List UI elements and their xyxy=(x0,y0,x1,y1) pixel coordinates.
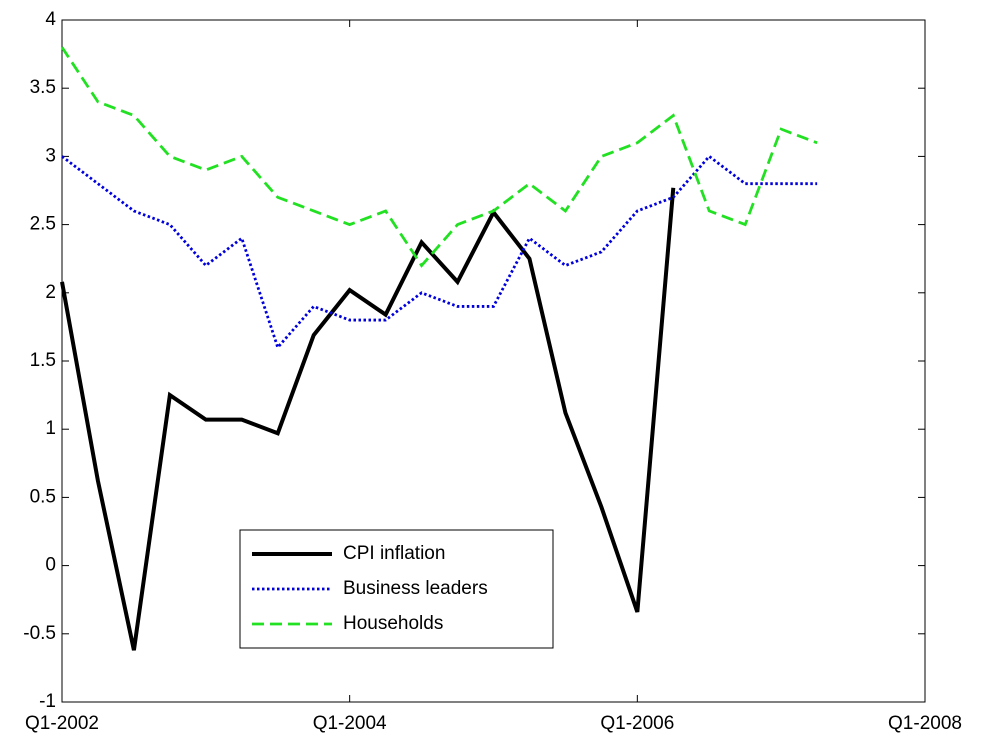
y-tick-label: 4 xyxy=(45,9,56,30)
y-tick-label: 2 xyxy=(45,282,56,303)
y-tick-label: -0.5 xyxy=(23,623,56,644)
series-line xyxy=(60,187,676,651)
y-tick-label: 1.5 xyxy=(30,350,56,371)
y-tick-label: 0.5 xyxy=(30,486,56,507)
x-tick-label: Q1-2008 xyxy=(888,713,962,734)
y-tick-label: 1 xyxy=(45,418,56,439)
y-tick-label: 3.5 xyxy=(30,77,56,98)
series-line xyxy=(61,154,818,351)
y-tick-label: 2.5 xyxy=(30,214,56,235)
legend-label: CPI inflation xyxy=(343,543,445,564)
y-tick-label: 0 xyxy=(45,555,56,576)
legend-label: Business leaders xyxy=(343,578,488,599)
x-tick-label: Q1-2002 xyxy=(25,713,99,734)
x-tick-label: Q1-2006 xyxy=(600,713,674,734)
y-tick-label: -1 xyxy=(39,691,56,712)
y-tick-label: 3 xyxy=(45,145,56,166)
series-line xyxy=(60,46,818,268)
legend-label: Households xyxy=(343,613,443,634)
x-tick-label: Q1-2004 xyxy=(313,713,387,734)
